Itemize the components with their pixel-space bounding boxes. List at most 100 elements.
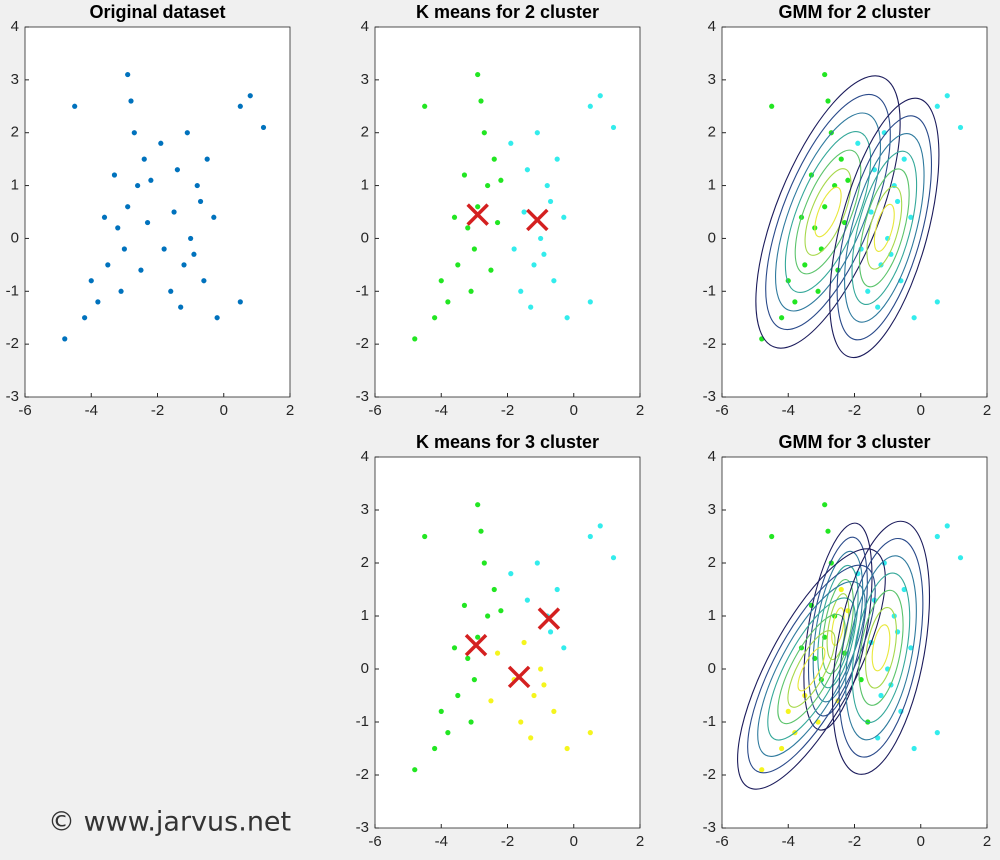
point xyxy=(498,608,504,614)
x-tick-label: -2 xyxy=(501,402,514,419)
chart-title: K means for 3 cluster xyxy=(416,432,599,452)
point xyxy=(825,98,831,104)
point xyxy=(494,219,501,226)
y-tick-label: -2 xyxy=(356,335,369,352)
contour xyxy=(774,112,882,312)
point xyxy=(865,288,871,294)
y-tick-label: 2 xyxy=(361,124,369,141)
point xyxy=(538,235,544,242)
point xyxy=(95,299,101,305)
x-tick-label: -6 xyxy=(368,833,381,850)
contour xyxy=(836,115,933,341)
y-tick-label: -3 xyxy=(703,388,716,405)
point xyxy=(475,71,481,78)
point xyxy=(101,214,108,220)
point xyxy=(468,288,474,294)
point xyxy=(461,602,468,609)
point xyxy=(524,167,530,173)
y-tick-label: 1 xyxy=(361,607,369,624)
point xyxy=(531,262,537,268)
point xyxy=(564,315,570,321)
y-tick-label: -1 xyxy=(703,282,716,299)
contour xyxy=(871,624,891,672)
contour xyxy=(858,589,904,706)
point xyxy=(785,708,791,715)
plot-area xyxy=(24,26,291,398)
point xyxy=(465,225,471,231)
chart-title: GMM for 3 cluster xyxy=(778,432,930,452)
point xyxy=(508,140,514,146)
y-tick-label: 2 xyxy=(708,124,716,141)
point xyxy=(161,246,167,252)
point xyxy=(88,278,94,284)
point xyxy=(911,315,917,321)
point xyxy=(934,103,940,109)
point xyxy=(184,130,190,136)
point xyxy=(465,655,471,662)
point xyxy=(561,645,567,651)
x-tick-label: -2 xyxy=(848,833,861,850)
point xyxy=(141,156,147,162)
point xyxy=(934,533,940,540)
point xyxy=(455,262,461,268)
point xyxy=(491,156,497,162)
point xyxy=(822,204,828,210)
centroid xyxy=(466,203,489,226)
x-tick-label: -6 xyxy=(715,402,728,419)
point xyxy=(894,198,901,205)
contour xyxy=(829,97,940,359)
point xyxy=(561,214,567,220)
point xyxy=(62,336,68,342)
contour xyxy=(844,133,925,323)
contour xyxy=(831,520,931,775)
y-tick-label: 2 xyxy=(708,554,716,571)
y-tick-label: 1 xyxy=(11,177,19,194)
point xyxy=(878,262,884,268)
point xyxy=(541,251,547,257)
point xyxy=(934,730,940,736)
point xyxy=(779,315,785,321)
point xyxy=(508,571,514,577)
contour xyxy=(765,93,891,331)
y-tick-label: -1 xyxy=(356,282,369,299)
centroid xyxy=(507,665,531,689)
x-tick-label: 0 xyxy=(917,402,925,419)
y-tick-label: 4 xyxy=(361,18,369,35)
y-tick-label: 1 xyxy=(708,177,716,194)
point xyxy=(194,182,200,189)
point xyxy=(534,560,540,566)
point xyxy=(237,103,243,109)
point xyxy=(138,267,144,273)
point xyxy=(518,719,524,725)
point xyxy=(855,140,861,146)
contour xyxy=(817,564,859,689)
point xyxy=(260,124,267,131)
point xyxy=(845,177,851,183)
point xyxy=(498,177,504,183)
point xyxy=(547,198,554,205)
point xyxy=(211,214,217,220)
y-tick-label: 1 xyxy=(361,177,369,194)
point xyxy=(422,103,428,109)
point xyxy=(894,629,901,635)
point xyxy=(597,523,603,529)
y-tick-label: 4 xyxy=(11,18,19,35)
point xyxy=(524,597,530,603)
plot-area xyxy=(721,456,988,829)
point xyxy=(485,182,491,189)
point xyxy=(531,692,537,699)
point xyxy=(822,71,828,78)
point xyxy=(451,214,458,220)
point xyxy=(825,528,831,534)
point xyxy=(838,156,844,162)
point xyxy=(759,767,765,773)
point xyxy=(587,533,593,540)
y-tick-label: 3 xyxy=(361,71,369,88)
point xyxy=(121,246,127,252)
point xyxy=(432,745,438,752)
point xyxy=(144,219,151,226)
point xyxy=(72,103,78,109)
point xyxy=(471,246,477,252)
point xyxy=(475,634,481,640)
x-tick-label: 0 xyxy=(570,402,578,419)
